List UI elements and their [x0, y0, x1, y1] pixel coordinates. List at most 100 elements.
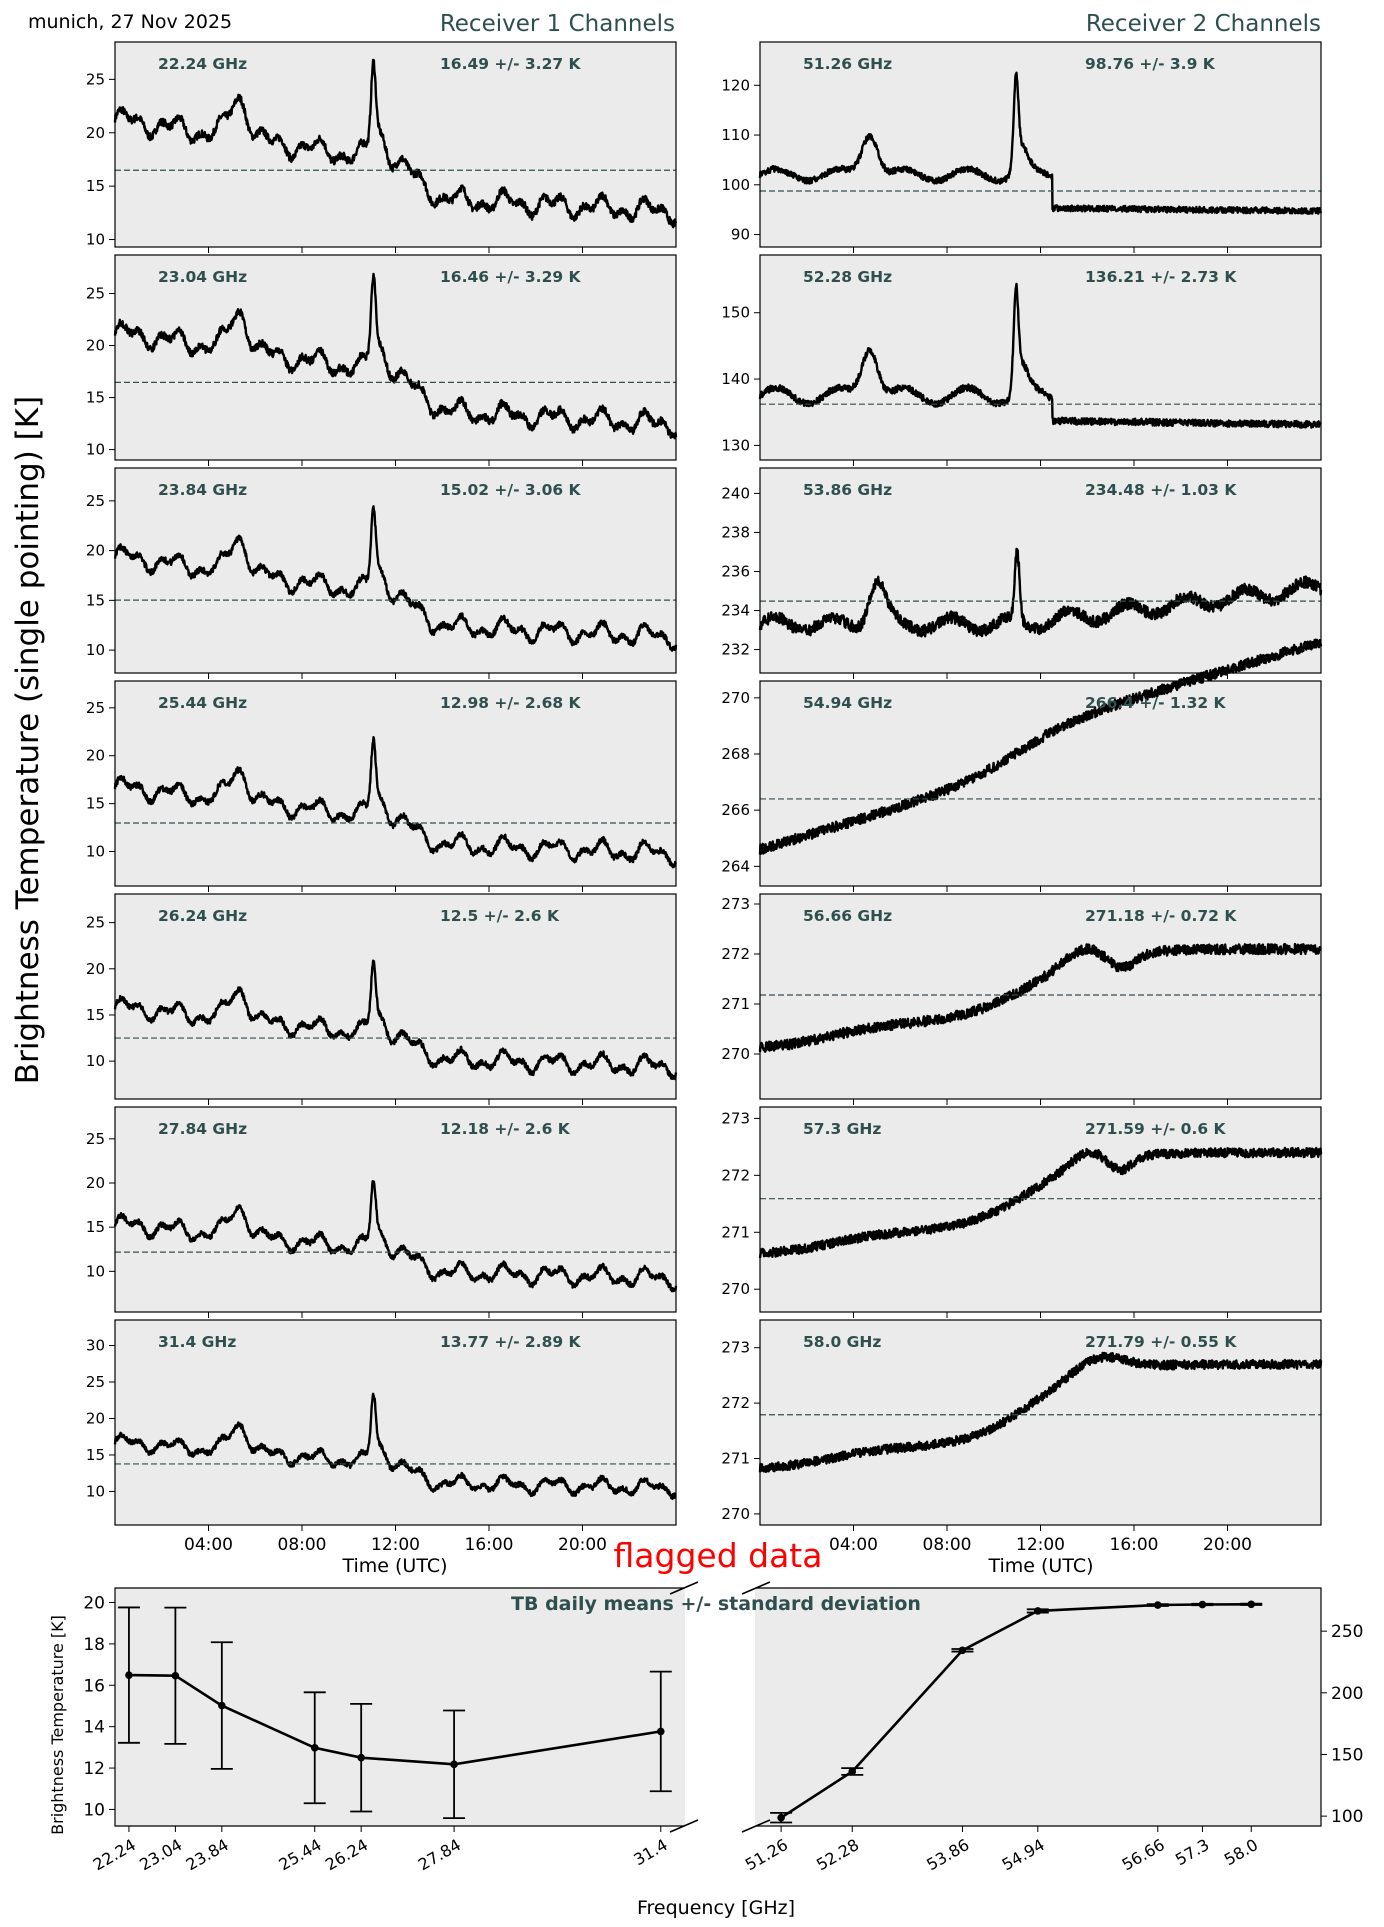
panel-frame [759, 467, 1322, 674]
channel-stats-label: 15.02 +/- 3.06 K [440, 481, 582, 499]
channel-stats-label: 16.49 +/- 3.27 K [440, 55, 582, 73]
y-tick-label: 271 [721, 1450, 750, 1468]
y-tick-label: 270 [721, 1280, 750, 1298]
summary-x-label: Frequency [GHz] [637, 1897, 795, 1919]
mean-line [128, 1673, 662, 1766]
panel-background [760, 468, 1321, 673]
channel-frequency-label: 52.28 GHz [803, 268, 892, 286]
channel-stats-label: 266.4 +/- 1.32 K [1085, 694, 1227, 712]
summary-frame-left [114, 1587, 684, 1827]
location-date: munich, 27 Nov 2025 [28, 11, 232, 33]
x-tick-label: 20:00 [1203, 1535, 1252, 1555]
mean-line [780, 1603, 1252, 1819]
panel-background [115, 1320, 676, 1525]
y-tick-label: 10 [86, 1262, 105, 1280]
temperature-trace [758, 638, 1323, 855]
temperature-trace [113, 1392, 677, 1500]
y-tick-label: 272 [721, 1394, 750, 1412]
summary-frame-right [756, 1587, 1322, 1827]
x-tick-label: 57.3 [1172, 1835, 1212, 1869]
x-tick-label: 22.24 [90, 1835, 139, 1874]
channel-stats-label: 12.98 +/- 2.68 K [440, 694, 582, 712]
x-tick-label: 27.84 [415, 1835, 464, 1874]
channel-stats-label: 271.18 +/- 0.72 K [1085, 907, 1237, 925]
y-tick-label: 273 [721, 1109, 750, 1127]
panel-frame [114, 41, 677, 248]
y-tick-label: 10 [86, 1052, 105, 1070]
timeseries-panel: 54.94 GHz 266.4 +/- 1.32 K 264 266 268 270 [721, 638, 1323, 892]
x-tick-label: 58.0 [1221, 1835, 1261, 1869]
y-tick-label: 10 [83, 1800, 105, 1820]
channel-stats-label: 271.79 +/- 0.55 K [1085, 1333, 1237, 1351]
temperature-trace [113, 959, 678, 1081]
y-tick-label: 20 [86, 542, 105, 560]
y-tick-label: 25 [86, 699, 105, 717]
panel-frame [114, 680, 677, 887]
x-tick-label: 16:00 [465, 1535, 514, 1555]
y-tick-label: 250 [1331, 1622, 1363, 1642]
y-tick-label: 270 [721, 1505, 750, 1523]
x-tick-label: 04:00 [829, 1535, 878, 1555]
y-tick-label: 25 [86, 914, 105, 932]
x-tick-label: 23.04 [136, 1835, 185, 1874]
channel-frequency-label: 31.4 GHz [158, 1333, 236, 1351]
y-tick-label: 266 [721, 801, 750, 819]
y-tick-label: 236 [721, 562, 750, 580]
flagged-data-label: flagged data [614, 1536, 823, 1575]
timeseries-panel: 27.84 GHz 12.18 +/- 2.6 K 10 15 20 25 [86, 1106, 678, 1318]
receiver2-title: Receiver 2 Channels [1086, 11, 1321, 37]
y-tick-label: 271 [721, 1223, 750, 1241]
x-tick-label: 08:00 [923, 1535, 972, 1555]
channel-frequency-label: 22.24 GHz [158, 55, 247, 73]
x-tick-label: 12:00 [371, 1535, 420, 1555]
panel-frame [759, 1106, 1322, 1313]
axis-break-mark [741, 1581, 771, 1595]
y-tick-label: 264 [721, 857, 750, 875]
temperature-trace [758, 942, 1322, 1053]
y-tick-label: 10 [86, 1482, 105, 1500]
y-tick-label: 232 [721, 641, 750, 659]
y-tick-label: 20 [86, 124, 105, 142]
panel-frame [114, 1106, 677, 1313]
x-tick-label: 53.86 [923, 1835, 972, 1874]
timeseries-panel: 22.24 GHz 16.49 +/- 3.27 K 10 15 20 25 [86, 41, 678, 253]
y-tick-label: 150 [1331, 1745, 1363, 1765]
x-tick-label: 04:00 [184, 1535, 233, 1555]
temperature-trace [113, 272, 678, 440]
channel-frequency-label: 25.44 GHz [158, 694, 247, 712]
y-tick-label: 200 [1331, 1684, 1363, 1704]
channel-frequency-label: 23.84 GHz [158, 481, 247, 499]
y-tick-label: 20 [86, 1409, 105, 1427]
y-tick-label: 10 [86, 231, 105, 249]
y-tick-label: 150 [721, 304, 750, 322]
y-tick-label: 15 [86, 1446, 105, 1464]
temperature-trace [758, 282, 1322, 429]
y-tick-label: 15 [86, 389, 105, 407]
panel-background [760, 681, 1321, 886]
y-tick-label: 20 [86, 1174, 105, 1192]
channel-stats-label: 12.5 +/- 2.6 K [440, 907, 560, 925]
timeseries-panel: 57.3 GHz 271.59 +/- 0.6 K 270 271 272 273 [721, 1106, 1323, 1318]
y-tick-label: 110 [721, 126, 750, 144]
y-tick-label: 100 [721, 176, 750, 194]
y-tick-label: 15 [86, 795, 105, 813]
y-tick-label: 15 [86, 591, 105, 609]
timeseries-panel: 26.24 GHz 12.5 +/- 2.6 K 10 15 20 25 [86, 893, 678, 1105]
x-tick-label: 23.84 [183, 1835, 232, 1874]
panel-frame [759, 1319, 1322, 1526]
timeseries-panel: 23.84 GHz 15.02 +/- 3.06 K 10 15 20 25 [86, 467, 678, 679]
y-tick-label: 10 [86, 843, 105, 861]
channel-stats-label: 271.59 +/- 0.6 K [1085, 1120, 1227, 1138]
y-tick-label: 18 [83, 1635, 105, 1655]
y-tick-label: 272 [721, 945, 750, 963]
channel-frequency-label: 27.84 GHz [158, 1120, 247, 1138]
axis-break-gap [685, 1586, 755, 1828]
y-tick-label: 20 [86, 337, 105, 355]
panel-frame [114, 254, 677, 461]
timeseries-panel: 53.86 GHz 234.48 +/- 1.03 K 232 234 236 238 24… [721, 467, 1323, 679]
panel-background [115, 468, 676, 673]
y-tick-label: 273 [721, 1339, 750, 1357]
receiver1-title: Receiver 1 Channels [440, 11, 675, 37]
y-tick-label: 90 [731, 226, 750, 244]
